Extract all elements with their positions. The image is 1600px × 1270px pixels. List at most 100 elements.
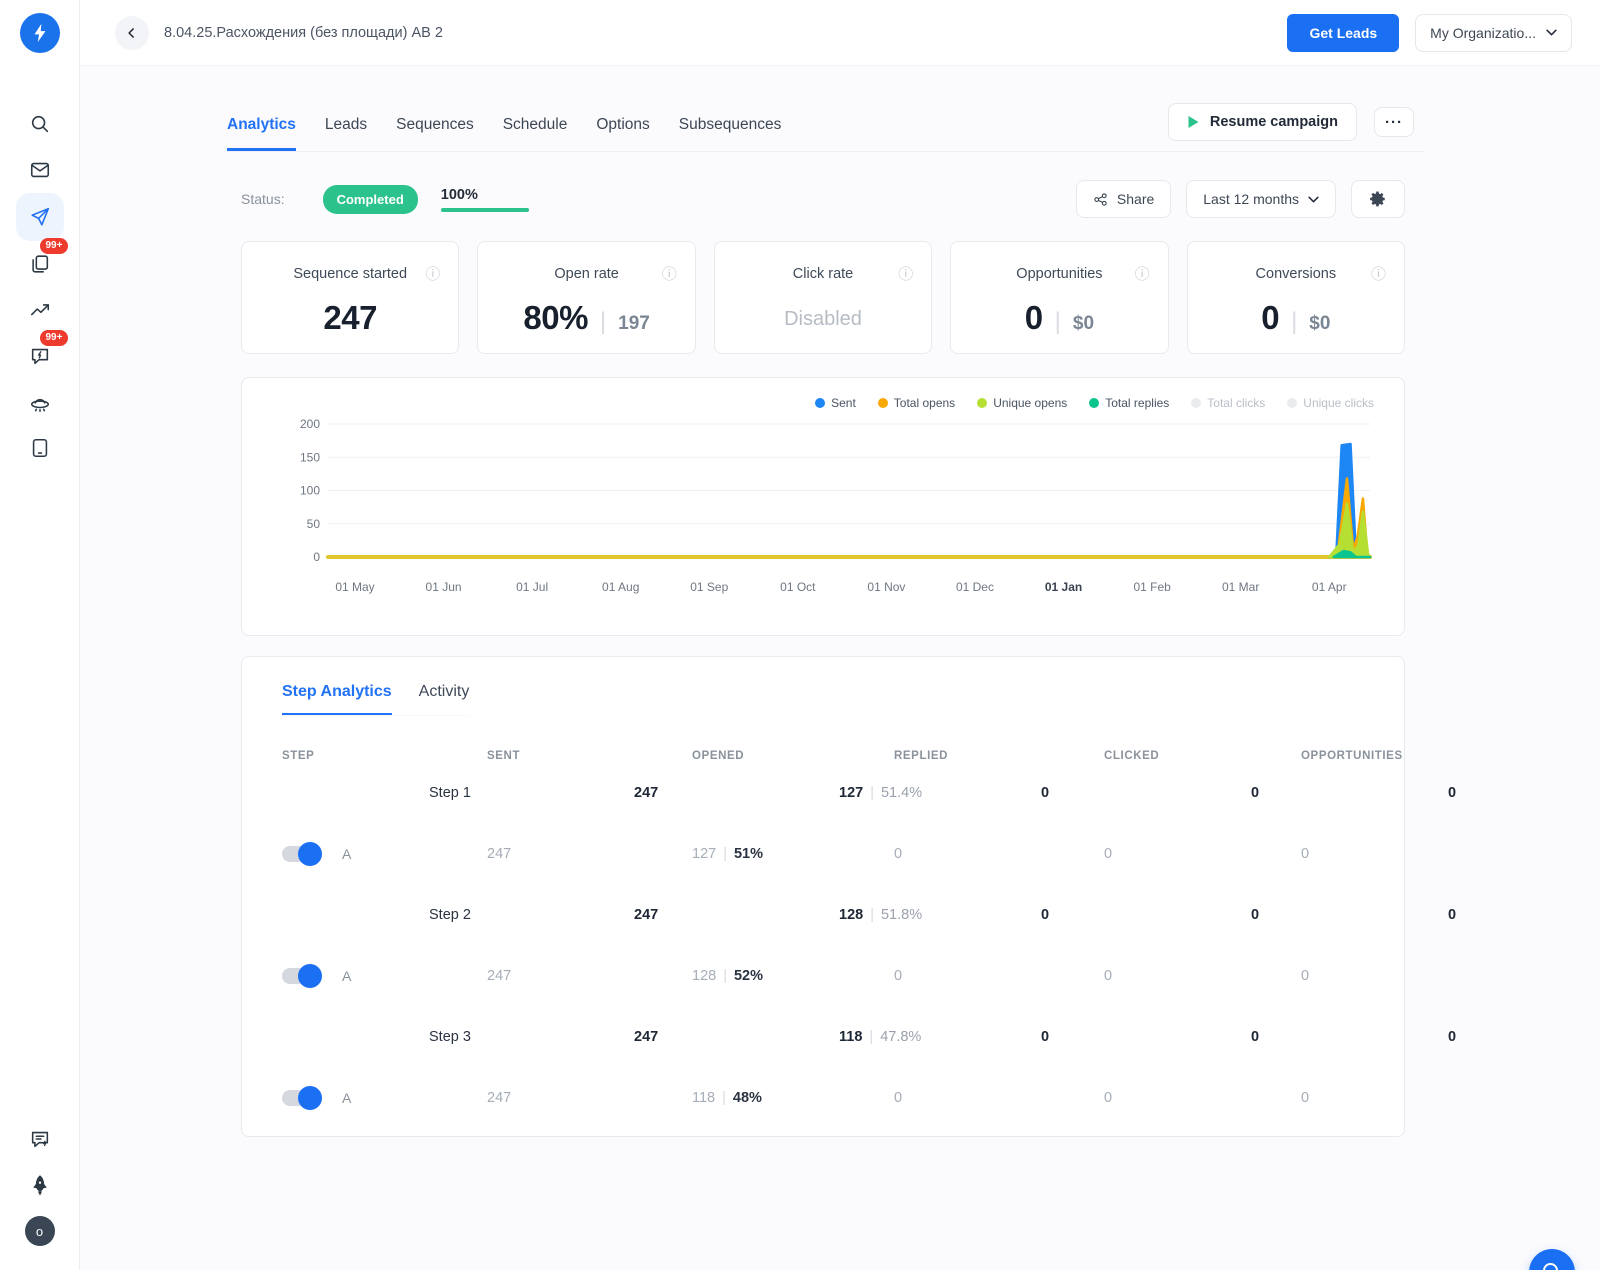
sidebar-item-chat-bolt[interactable]: 99+ bbox=[16, 333, 64, 379]
replied-value: 0 bbox=[1041, 1029, 1251, 1045]
stat-card-title: Open rate bbox=[494, 266, 678, 282]
sidebar-item-tablet[interactable] bbox=[16, 425, 64, 471]
campaign-tabs: Analytics Leads Sequences Schedule Options Su… bbox=[227, 106, 1425, 152]
status-label: Status: bbox=[241, 191, 285, 207]
tab-options[interactable]: Options bbox=[596, 106, 649, 151]
share-icon bbox=[1093, 192, 1108, 207]
chat-bolt-icon bbox=[29, 345, 51, 367]
opened-cell: 128|51.8% bbox=[839, 907, 1041, 923]
variant-toggle[interactable] bbox=[282, 968, 320, 984]
svg-text:200: 200 bbox=[300, 417, 320, 431]
opened-rate: 47.8% bbox=[880, 1029, 921, 1045]
sidebar-item-search[interactable] bbox=[16, 101, 64, 147]
opened-rate: 51% bbox=[734, 846, 763, 862]
sidebar-item-mail[interactable] bbox=[16, 147, 64, 193]
progress-indicator: 100% bbox=[441, 187, 529, 212]
sidebar-item-pages[interactable]: 99+ bbox=[16, 241, 64, 287]
tab-schedule[interactable]: Schedule bbox=[503, 106, 568, 151]
notification-badge: 99+ bbox=[40, 330, 69, 346]
info-icon[interactable]: ⓘ bbox=[898, 263, 913, 284]
rocket-icon bbox=[29, 1174, 51, 1196]
legend-item-total-replies[interactable]: Total replies bbox=[1089, 396, 1169, 410]
share-button[interactable]: Share bbox=[1076, 180, 1171, 218]
legend-label: Sent bbox=[831, 396, 856, 410]
step-analytics-tabs: Step Analytics Activity bbox=[282, 675, 469, 716]
info-icon[interactable]: ⓘ bbox=[662, 263, 677, 284]
svg-text:100: 100 bbox=[300, 484, 320, 498]
variant-toggle[interactable] bbox=[282, 1090, 320, 1106]
resume-campaign-button[interactable]: Resume campaign bbox=[1168, 103, 1357, 141]
clicked-value: 0 bbox=[1104, 846, 1301, 862]
opened-rate: 51.4% bbox=[881, 785, 922, 801]
tab-sequences[interactable]: Sequences bbox=[396, 106, 474, 151]
tab-subsequences[interactable]: Subsequences bbox=[679, 106, 782, 151]
sidebar-item-avatar[interactable]: o bbox=[16, 1208, 64, 1254]
clicked-value: 0 bbox=[1251, 907, 1448, 923]
column-header-opened: OPENED bbox=[692, 750, 894, 762]
sidebar: 99+99+ o bbox=[0, 0, 80, 1270]
campaign-title: 8.04.25.Расхождения (без площади) АВ 2 bbox=[164, 25, 443, 41]
step-row: Step 3247 118|47.8% 0 0 0 bbox=[282, 1006, 1364, 1067]
svg-text:01 Jan: 01 Jan bbox=[1045, 580, 1082, 594]
user-avatar[interactable]: o bbox=[25, 1216, 55, 1246]
tab-activity[interactable]: Activity bbox=[419, 675, 470, 715]
settings-button[interactable] bbox=[1351, 180, 1405, 218]
help-search-floating-button[interactable] bbox=[1529, 1249, 1575, 1270]
info-icon[interactable]: ⓘ bbox=[1371, 263, 1386, 284]
replied-value: 0 bbox=[894, 1090, 1104, 1106]
sent-value: 247 bbox=[634, 907, 839, 923]
sidebar-item-rocket[interactable] bbox=[16, 1162, 64, 1208]
column-header-replied: REPLIED bbox=[894, 750, 1104, 762]
tab-analytics[interactable]: Analytics bbox=[227, 106, 296, 151]
variant-row: A247 127|51% 0 0 0 bbox=[282, 823, 1364, 884]
divider: | bbox=[723, 846, 727, 862]
svg-text:01 Nov: 01 Nov bbox=[867, 580, 905, 594]
divider: | bbox=[1055, 308, 1061, 336]
chart-icon bbox=[29, 299, 51, 321]
sidebar-nav: 99+ 99+ bbox=[16, 101, 64, 471]
more-options-button[interactable]: ··· bbox=[1374, 107, 1414, 137]
variant-toggle[interactable] bbox=[282, 846, 320, 862]
info-icon[interactable]: ⓘ bbox=[1135, 263, 1150, 284]
sidebar-item-chart[interactable] bbox=[16, 287, 64, 333]
clicked-value: 0 bbox=[1104, 1090, 1301, 1106]
date-range-dropdown[interactable]: Last 12 months bbox=[1186, 180, 1336, 218]
opened-value: 128 bbox=[839, 907, 863, 923]
stat-card-title: Opportunities bbox=[967, 266, 1151, 282]
sent-value: 247 bbox=[634, 1029, 839, 1045]
svg-text:01 Apr: 01 Apr bbox=[1312, 580, 1347, 594]
replied-value: 0 bbox=[894, 846, 1104, 862]
legend-item-unique-clicks[interactable]: Unique clicks bbox=[1287, 396, 1374, 410]
tab-leads[interactable]: Leads bbox=[325, 106, 367, 151]
back-button[interactable] bbox=[115, 16, 149, 50]
variant-label: A bbox=[342, 1090, 351, 1106]
notification-badge: 99+ bbox=[40, 238, 69, 254]
legend-item-sent[interactable]: Sent bbox=[815, 396, 856, 410]
get-leads-button[interactable]: Get Leads bbox=[1287, 14, 1399, 52]
status-row: Status: Completed 100% Share Last 12 mon… bbox=[241, 180, 1405, 218]
legend-label: Total opens bbox=[894, 396, 955, 410]
opened-value: 118 bbox=[839, 1029, 862, 1045]
sidebar-bottom-nav: o bbox=[16, 1116, 64, 1254]
legend-item-total-opens[interactable]: Total opens bbox=[878, 396, 955, 410]
step-row: Step 2247 128|51.8% 0 0 0 bbox=[282, 884, 1364, 945]
sidebar-item-ufo[interactable] bbox=[16, 379, 64, 425]
info-icon[interactable]: ⓘ bbox=[425, 263, 440, 284]
svg-text:01 Feb: 01 Feb bbox=[1133, 580, 1171, 594]
opened-rate: 52% bbox=[734, 968, 763, 984]
sidebar-item-send[interactable] bbox=[16, 193, 64, 241]
topbar: 8.04.25.Расхождения (без площади) АВ 2 G… bbox=[80, 0, 1600, 66]
sent-value: 247 bbox=[487, 846, 692, 862]
tab-step-analytics[interactable]: Step Analytics bbox=[282, 675, 392, 715]
divider: | bbox=[870, 785, 874, 801]
legend-item-total-clicks[interactable]: Total clicks bbox=[1191, 396, 1265, 410]
column-header-step: STEP bbox=[282, 750, 487, 762]
stat-card-click-rate: Click rate ⓘDisabled bbox=[714, 241, 932, 354]
sidebar-item-chat-new[interactable] bbox=[16, 1116, 64, 1162]
legend-item-unique-opens[interactable]: Unique opens bbox=[977, 396, 1067, 410]
opened-value: 127 bbox=[839, 785, 863, 801]
app-logo-icon[interactable] bbox=[20, 13, 60, 53]
column-header-opportunities: OPPORTUNITIES bbox=[1301, 750, 1403, 762]
organization-dropdown[interactable]: My Organizatio... bbox=[1415, 14, 1572, 52]
stat-card-value: 247 bbox=[323, 299, 377, 337]
